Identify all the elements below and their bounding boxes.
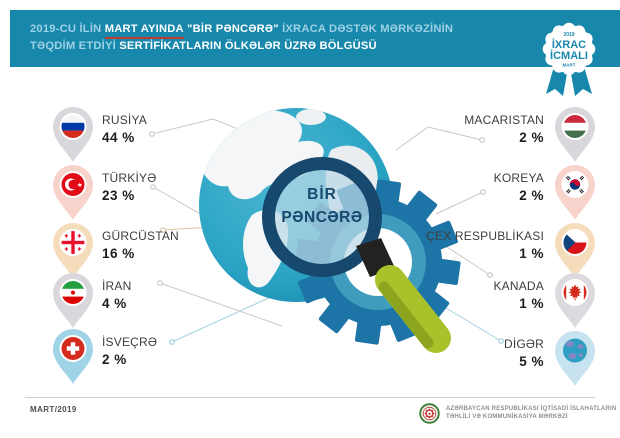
- badge-title-1: İXRAC: [552, 38, 586, 51]
- title-highlight-month: MART AYINDA: [104, 22, 184, 39]
- footer-organization: AZƏRBAYCAN RESPUBLİKASI İQTİSADİ İSLAHAT…: [446, 405, 616, 421]
- country-row-koreya: KOREYA 2 %: [374, 171, 544, 203]
- country-row-diger: DİGƏR 5 %: [374, 337, 544, 369]
- country-name: RUSİYA: [102, 113, 147, 127]
- center-artwork: BİR PƏNCƏRƏ: [149, 108, 504, 353]
- hungary-flag-icon: [563, 115, 587, 138]
- page-title: 2019-CU İLİN MART AYINDA "BİR PƏNCƏRƏ" İ…: [30, 22, 453, 53]
- country-value: 44 %: [102, 130, 135, 145]
- rosette-badge: 2019 İXRAC İCMALI MART: [542, 22, 596, 96]
- map-pin-south-korea: [555, 165, 595, 220]
- badge-month: MART: [563, 63, 576, 68]
- russia-flag-icon: [61, 115, 85, 138]
- map-pin-iran: [53, 273, 93, 328]
- org-line-2: TƏHLİLİ VƏ KOMMUNİKASİYA MƏRKƏZİ: [446, 414, 568, 420]
- map-pin-switzerland: [53, 329, 93, 384]
- country-name: İRAN: [102, 279, 132, 293]
- country-row-isvecre: İSVEÇRƏ 2 %: [102, 335, 157, 367]
- country-value: 16 %: [102, 246, 135, 261]
- country-value: 1 %: [519, 246, 544, 261]
- map-pin-czech: [555, 223, 595, 278]
- canada-flag-icon: [563, 281, 587, 304]
- magnifier-label-2: PƏNCƏRƏ: [281, 209, 362, 226]
- magnifier-label-1: BİR: [307, 186, 337, 203]
- badge-title-2: İCMALI: [550, 49, 588, 62]
- georgia-flag-icon: [61, 231, 85, 254]
- country-row-turkiye: TÜRKİYƏ 23 %: [102, 171, 156, 203]
- magnifier-handle: [356, 238, 451, 353]
- country-value: 4 %: [102, 296, 127, 311]
- magnifier-icon: BİR PƏNCƏRƏ: [262, 157, 382, 277]
- title-part: İXRACA DƏSTƏK MƏRKƏZİNİN: [282, 23, 454, 35]
- country-row-kanada: KANADA 1 %: [374, 279, 544, 311]
- country-name: TÜRKİYƏ: [102, 171, 157, 185]
- country-row-rusiya: RUSİYA 44 %: [102, 113, 147, 145]
- title-part: TƏQDİM ETDİYİ: [30, 39, 120, 52]
- footer-date: MART/2019: [30, 405, 77, 414]
- country-name: İSVEÇRƏ: [102, 335, 158, 349]
- country-name: DİGƏR: [503, 337, 544, 351]
- country-name: KANADA: [493, 279, 544, 293]
- title-part: 2019-CU İLİN: [30, 23, 105, 35]
- czech-flag-icon: [563, 231, 587, 254]
- country-value: 5 %: [519, 354, 544, 369]
- footer-divider: [25, 397, 595, 398]
- country-row-iran: İRAN 4 %: [102, 279, 131, 311]
- country-name: ÇEX RESPUBLİKASI: [426, 229, 544, 243]
- country-value: 2 %: [102, 352, 127, 367]
- country-row-gurcustan: GÜRCÜSTAN 16 %: [102, 229, 179, 261]
- map-pin-turkey: [53, 165, 93, 220]
- country-value: 1 %: [519, 296, 544, 311]
- map-pin-georgia: [53, 223, 93, 278]
- country-name: KOREYA: [493, 171, 544, 185]
- org-line-1: AZƏRBAYCAN RESPUBLİKASI İQTİSADİ İSLAHAT…: [446, 406, 617, 412]
- title-highlight-bolgusu: SERTİFİKATLARIN ÖLKƏLƏR ÜZRƏ BÖLGÜSÜ: [119, 39, 377, 52]
- badge-year: 2019: [563, 32, 574, 38]
- country-value: 2 %: [519, 188, 544, 203]
- rosette-scallops: [542, 22, 596, 76]
- country-row-cex-respublikasi: ÇEX RESPUBLİKASI 1 %: [374, 229, 544, 261]
- state-emblem-icon: [419, 403, 440, 424]
- iran-flag-icon: [61, 281, 85, 304]
- country-value: 2 %: [519, 130, 544, 145]
- map-pin-russia: [53, 107, 93, 162]
- country-row-macaristan: MACARISTAN 2 %: [374, 113, 544, 145]
- title-highlight-birpencere: "BİR PƏNCƏRƏ": [183, 23, 283, 35]
- map-pin-canada: [555, 273, 595, 328]
- globe-icon: [563, 338, 587, 363]
- turkey-flag-icon: [61, 173, 85, 196]
- map-pin-other: [555, 331, 595, 386]
- map-pin-hungary: [555, 107, 595, 162]
- switzerland-flag-icon: [61, 337, 85, 360]
- country-name: MACARISTAN: [464, 113, 544, 127]
- country-value: 23 %: [102, 188, 135, 203]
- header-bar: 2019-CU İLİN MART AYINDA "BİR PƏNCƏRƏ" İ…: [10, 10, 620, 67]
- country-name: GÜRCÜSTAN: [102, 229, 179, 243]
